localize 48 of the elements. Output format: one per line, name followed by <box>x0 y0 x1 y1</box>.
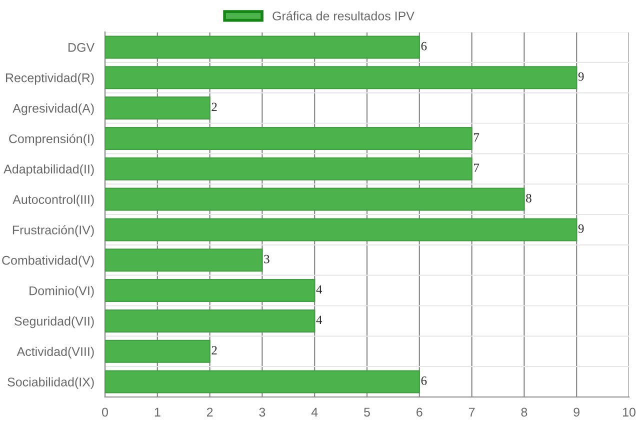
x-tick-label: 6 <box>416 408 422 417</box>
data-label: 3 <box>264 254 270 264</box>
bar <box>105 340 210 363</box>
y-tick-label: Actividad(VIII) <box>16 346 94 358</box>
y-tick-label: Combatividad(V) <box>2 256 94 268</box>
data-label: 6 <box>421 376 427 385</box>
bar <box>105 188 525 211</box>
data-label: 7 <box>474 164 480 172</box>
data-label: 6 <box>421 42 427 50</box>
y-tick-label: Agresividad(A) <box>12 104 94 116</box>
y-tick-label: Dominio(VI) <box>30 286 94 298</box>
bar <box>105 126 472 150</box>
bar <box>105 218 578 242</box>
bar <box>105 248 263 272</box>
x-tick-label: 9 <box>574 408 580 417</box>
y-tick-label: Frustración(IV) <box>12 225 94 237</box>
y-tick-label: Adaptabilidad(II) <box>4 164 94 176</box>
x-tick-label: 2 <box>206 408 213 416</box>
x-tick-label: 3 <box>259 408 266 417</box>
y-tick-label: Seguridad(VII) <box>14 316 94 328</box>
bar <box>105 309 316 332</box>
data-label: 9 <box>578 224 584 233</box>
x-tick-label: 5 <box>364 408 370 417</box>
data-label: 8 <box>526 194 532 202</box>
data-label: 4 <box>316 285 322 294</box>
x-tick-label: 10 <box>623 408 636 417</box>
data-label: 2 <box>212 346 217 354</box>
data-label: 2 <box>212 102 217 112</box>
x-tick-label: 1 <box>154 408 160 416</box>
y-tick-label: DGV <box>68 43 95 52</box>
bar <box>105 279 316 302</box>
bar <box>105 370 420 394</box>
y-tick-label: Sociabilidad(IX) <box>8 377 94 389</box>
y-tick-label: Comprensión(I) <box>9 134 94 146</box>
bar <box>105 96 210 120</box>
data-label: 4 <box>316 316 322 324</box>
legend-label: Gráfica de resultados IPV <box>272 11 414 20</box>
x-tick-label: 0 <box>102 408 108 417</box>
x-tick-label: 8 <box>521 408 528 417</box>
bar <box>105 66 578 90</box>
y-tick-label: Receptividad(R) <box>6 73 94 85</box>
x-tick-label: 4 <box>311 408 318 416</box>
bar <box>105 157 472 180</box>
data-label: 7 <box>474 133 480 142</box>
y-tick-label: Autocontrol(III) <box>12 194 94 206</box>
x-tick-label: 7 <box>468 408 475 416</box>
data-label: 9 <box>578 72 584 81</box>
bar <box>105 36 420 59</box>
